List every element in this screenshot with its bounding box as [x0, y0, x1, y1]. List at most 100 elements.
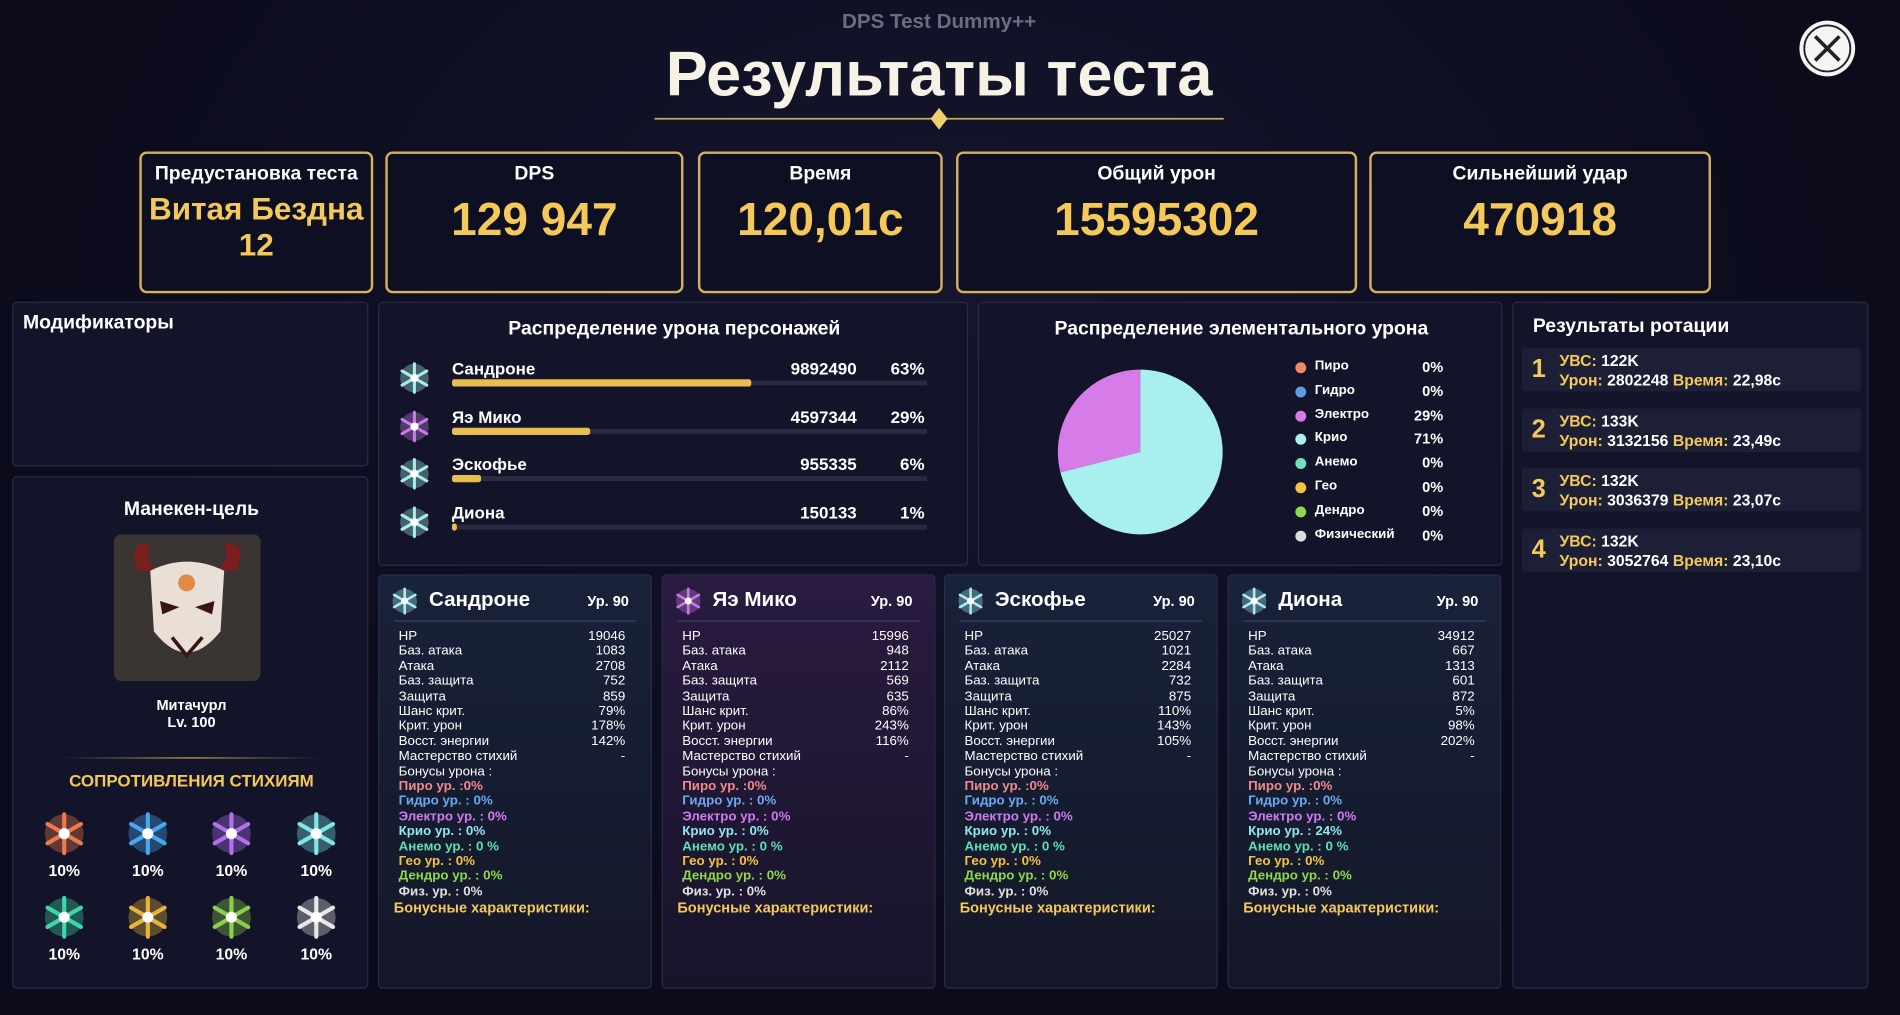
card-level: Ур. 90 [870, 592, 913, 610]
legend-name: Пиро [1314, 358, 1349, 374]
icon-core [58, 828, 70, 840]
panel-title: Модификаторы [23, 312, 174, 334]
stat-value: 98% [1447, 719, 1475, 734]
stat-label: Мастерство стихий [964, 749, 1084, 764]
card-level: Ур. 90 [1436, 592, 1479, 610]
stat-label: Мастерство стихий [398, 749, 518, 764]
legend-value: 0% [1422, 382, 1444, 400]
bonus-line: Гидро ур. : 0% [398, 794, 493, 809]
summary-box: Общий урон 15595302 [956, 151, 1358, 294]
bonus-line: Дендро ур. : 0% [398, 869, 503, 884]
stat-value: 875 [1168, 688, 1192, 704]
legend-dot [1295, 410, 1307, 422]
stat-label: Восст. энергии [1248, 734, 1339, 749]
stat-value: 601 [1452, 673, 1475, 689]
damage-value: 3132156 [1607, 430, 1669, 450]
stat-label: Баз. атака [682, 643, 746, 659]
element-icon [400, 505, 429, 538]
damage-label: Урон: [1559, 370, 1603, 389]
card-divider [677, 620, 920, 622]
summary-label: Сильнейший удар [1452, 163, 1628, 185]
damage-percent: 63% [890, 358, 925, 379]
legend-name: Электро [1314, 406, 1370, 422]
stat-value: 34912 [1437, 628, 1475, 644]
stat-label: HP [682, 628, 701, 644]
legend-name: Анемо [1314, 454, 1358, 470]
rotation-index: 2 [1531, 415, 1546, 444]
legend-value: 0% [1422, 478, 1444, 496]
element-icon [400, 410, 429, 442]
bonus-line: Дендро ур. : 0% [964, 869, 1069, 884]
extra-title: Бонусные характеристики: [393, 899, 590, 917]
close-button[interactable] [1798, 19, 1856, 77]
stat-value: - [904, 749, 909, 764]
legend-dot [1295, 506, 1307, 518]
stat-label: Крит. урон [398, 719, 463, 734]
bonus-line: Гео ур. : 0% [1248, 854, 1325, 869]
stat-value: 19046 [588, 628, 626, 644]
element-icon [212, 812, 251, 856]
stat-label: Атака [398, 658, 435, 674]
rotation-index: 1 [1531, 355, 1546, 383]
legend-value: 0% [1422, 358, 1444, 376]
time-label: Время: [1672, 551, 1729, 570]
stat-label: Баз. защита [964, 673, 1040, 689]
element-icon [296, 895, 336, 939]
stat-label: Шанс крит. [964, 704, 1031, 719]
element-icon [128, 895, 168, 939]
target-panel: Манекен-цель Митачурл Lv. 100 СОПРОТИВЛЕ… [12, 476, 369, 989]
resistance-value: 10% [300, 945, 333, 964]
elemental-damage-panel: Распределение элементального урона Пиро 0… [977, 301, 1503, 566]
damage-value: 2802248 [1607, 370, 1669, 389]
damage-bar [451, 474, 481, 483]
rotation-line: УВС: 133K [1559, 411, 1638, 429]
stat-label: Защита [682, 688, 730, 704]
stat-value: - [1470, 749, 1475, 764]
resistance-title: СОПРОТИВЛЕНИЯ СТИХИЯМ [69, 770, 314, 791]
resistance-value: 10% [300, 861, 333, 880]
icon-core [410, 517, 419, 526]
rotation-line: Урон: 2802248 Время: 22,98с [1559, 371, 1781, 389]
element-icon [400, 362, 429, 394]
damage-value: 9892490 [790, 358, 857, 379]
stat-label: Атака [682, 658, 718, 674]
legend-dot [1295, 482, 1307, 494]
legend-value: 0% [1422, 502, 1444, 520]
time-label: Время: [1672, 430, 1729, 450]
time-value: 22,98с [1732, 370, 1782, 389]
icon-core [310, 911, 322, 923]
summary-box: Сильнейший удар 470918 [1369, 151, 1711, 294]
pie-chart [1057, 369, 1223, 535]
ubs-label: УВС: [1559, 531, 1597, 550]
stat-value: 243% [874, 719, 909, 734]
stat-value: 732 [1168, 673, 1192, 689]
card-name: Диона [1278, 587, 1343, 611]
icon-core [225, 828, 237, 840]
damage-percent: 6% [900, 454, 925, 474]
bonus-line: Крио ур. : 0% [398, 824, 486, 839]
rotation-row: 3 УВС: 132K Урон: 3036379 Время: 23,07с [1521, 467, 1862, 512]
bonus-line: Физ. ур. : 0% [682, 884, 767, 899]
rotation-row: 2 УВС: 133K Урон: 3132156 Время: 23,49с [1521, 407, 1862, 452]
stat-value: 25027 [1154, 628, 1192, 644]
damage-value: 3036379 [1607, 490, 1669, 510]
modifiers-panel: Модификаторы [12, 301, 369, 467]
rotation-line: Урон: 3052764 Время: 23,10с [1559, 551, 1781, 569]
stat-label: Восст. энергии [964, 734, 1055, 749]
legend-dot [1295, 530, 1307, 542]
ubs-label: УВС: [1559, 471, 1597, 490]
rotation-panel: Результаты ротации 1 УВС: 122K Урон: 2802… [1512, 301, 1869, 989]
summary-box: DPS 129 947 [385, 151, 684, 294]
stat-value: 2708 [595, 658, 626, 674]
ubs-value: 122K [1601, 351, 1639, 370]
legend-name: Крио [1314, 430, 1348, 446]
extra-title: Бонусные характеристики: [1243, 899, 1440, 917]
icon-core [225, 911, 237, 923]
stat-value: 1083 [595, 643, 626, 659]
summary-value: 129 947 [451, 195, 618, 246]
damage-label: Урон: [1559, 430, 1603, 450]
element-icon [212, 895, 251, 939]
stat-value: 2284 [1161, 658, 1192, 674]
time-label: Время: [1672, 370, 1729, 389]
target-portrait [113, 534, 261, 681]
